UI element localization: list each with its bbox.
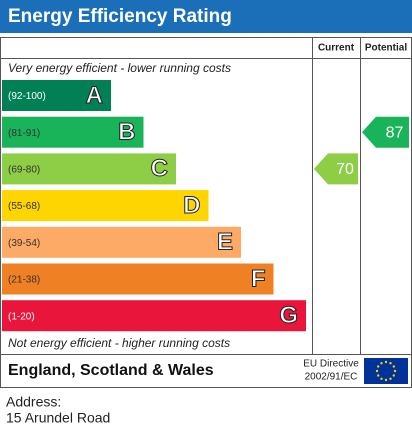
band [2,300,306,332]
title: Energy Efficiency Rating [8,6,232,27]
star [377,365,380,368]
top-note: Very energy efficient - lower running co… [8,61,231,75]
rating-arrow [362,116,409,148]
star [380,362,383,365]
band-range: (55-68) [8,201,40,212]
band [2,190,209,222]
rating-value: 70 [336,161,354,178]
region: England, Scotland & Wales [8,362,214,379]
band [2,226,241,258]
band-letter: C [151,155,168,182]
band-letter: E [217,229,233,256]
band [2,80,111,111]
star [392,365,395,368]
directive: EU Directive [303,359,359,370]
rating-value: 87 [386,124,404,141]
star [375,369,379,373]
band [2,153,176,185]
address-value: 15 Arundel Road [6,410,110,426]
band-letter: A [86,82,103,109]
band-letter: B [118,119,135,146]
band-range: (21-38) [8,275,40,286]
eu-stars [375,360,397,382]
band-range: (92-100) [8,91,46,102]
band-letter: G [279,302,298,329]
star [389,377,392,380]
band-letter: D [183,192,200,219]
header-potential: Potential [365,43,407,54]
star [392,374,395,377]
directive: 2002/91/EC [305,372,358,383]
star [393,369,397,373]
band-range: (39-54) [8,238,40,249]
bottom-note: Not energy efficient - higher running co… [8,336,230,350]
title-bar [0,0,412,33]
rating-arrow [314,153,358,185]
star [384,360,388,364]
star [377,374,380,377]
header-current: Current [318,43,355,54]
star [389,362,392,365]
band-range: (69-80) [8,165,40,176]
band [2,263,274,295]
band-letter: F [251,265,266,292]
star [384,378,388,382]
band [2,116,144,148]
star [380,377,383,380]
address-label: Address: [6,394,61,410]
band-range: (81-91) [8,128,40,139]
band-range: (1-20) [8,311,35,322]
